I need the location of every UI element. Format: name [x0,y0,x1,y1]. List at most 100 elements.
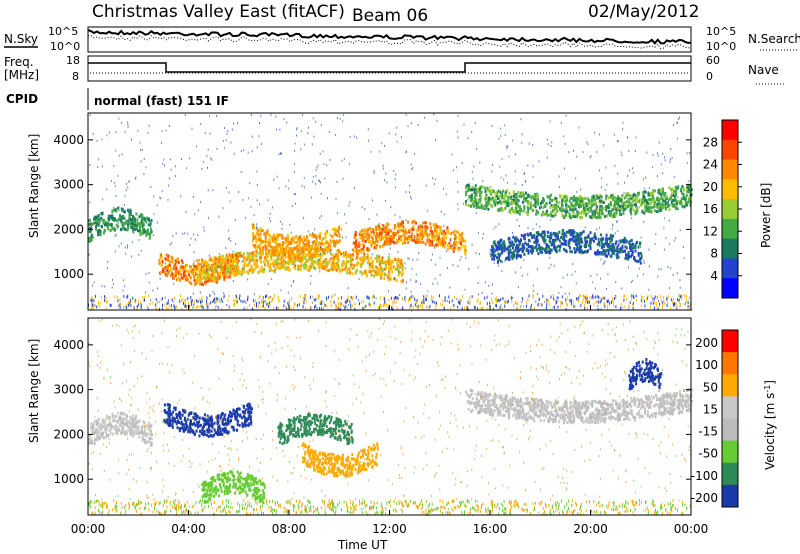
near-range-clutter [332,294,334,298]
heatmap-cell [625,253,627,257]
heatmap-cell [134,224,137,227]
speckle [337,212,339,215]
speckle [668,242,670,245]
heatmap-cell [612,213,615,217]
speckle [556,203,558,206]
speckle [622,121,624,124]
heatmap-cell [366,232,369,236]
heatmap-cell [585,204,588,208]
speckle [293,149,295,152]
heatmap-cell [252,244,255,247]
heatmap-cell [302,243,305,247]
heatmap-cell [467,183,470,187]
heatmap-cell [328,258,331,262]
speckle [414,237,416,240]
speckle [491,125,493,127]
noise-right-tick-low: 10^0 [706,40,736,53]
heatmap-cell [515,256,518,260]
heatmap-cell [352,248,354,252]
heatmap-cell [371,269,374,273]
heatmap-cell [599,210,602,214]
heatmap-cell [534,245,537,249]
speckle [411,267,413,270]
heatmap-cell [375,228,378,231]
speckle [148,281,150,284]
heatmap-cell [446,226,449,230]
speckle [683,257,685,260]
speckle [338,232,340,235]
heatmap-cell [410,227,413,231]
heatmap-cell [400,238,403,242]
heatmap-cell [240,273,243,276]
heatmap-cell [134,227,137,231]
speckle [257,184,258,187]
speckle [378,150,380,153]
heatmap-cell [272,260,275,264]
speckle [162,163,164,165]
heatmap-cell [283,251,286,255]
heatmap-cell [551,243,553,247]
heatmap-cell [537,211,540,215]
heatmap-cell [109,216,112,220]
heatmap-cell [347,254,350,258]
heatmap-cell [580,202,583,205]
speckle [228,237,230,240]
speckle [241,260,243,263]
near-range-clutter [128,300,130,304]
heatmap-cell [604,215,607,218]
speckle [242,300,243,303]
heatmap-cell [251,270,254,274]
heatmap-cell [684,196,687,199]
heatmap-cell [308,265,311,269]
speckle [451,153,453,156]
heatmap-cell [552,239,554,242]
heatmap-cell [94,215,97,219]
heatmap-cell [511,201,513,205]
speckle [413,152,415,155]
near-range-clutter [337,307,339,310]
heatmap-cell [551,209,554,213]
heatmap-cell [251,239,254,243]
speckle [124,131,126,134]
heatmap-cell [349,256,352,260]
heatmap-cell [578,246,581,250]
speckle [337,117,338,120]
speckle [664,156,665,159]
heatmap-cell [327,269,330,272]
heatmap-cell [646,201,648,204]
heatmap-cell [476,205,479,209]
heatmap-cell [553,243,556,247]
heatmap-cell [651,199,654,203]
heatmap-cell [638,191,640,195]
heatmap-cell [138,223,141,227]
speckle [597,254,599,257]
heatmap-cell [496,194,499,198]
speckle [406,281,408,284]
near-range-clutter [516,302,518,306]
heatmap-cell [564,239,567,243]
speckle [638,206,640,209]
speckle [261,142,262,145]
heatmap-cell [288,262,291,266]
heatmap-cell [412,225,415,228]
heatmap-cell [628,201,631,205]
heatmap-cell [109,229,112,232]
heatmap-cell [410,237,413,241]
speckle [143,158,145,161]
speckle [89,114,91,117]
heatmap-cell [516,203,519,207]
near-range-clutter [323,302,325,306]
heatmap-cell [636,240,639,244]
near-range-clutter [652,297,654,301]
near-range-clutter [109,303,111,307]
heatmap-cell [459,238,462,242]
heatmap-cell [429,226,432,230]
speckle [456,181,458,184]
heatmap-cell [270,251,272,255]
heatmap-cell [465,190,468,194]
speckle [656,152,658,155]
heatmap-cell [227,261,230,265]
heatmap-cell [509,211,512,215]
speckle [200,269,202,272]
near-range-clutter [585,299,587,303]
